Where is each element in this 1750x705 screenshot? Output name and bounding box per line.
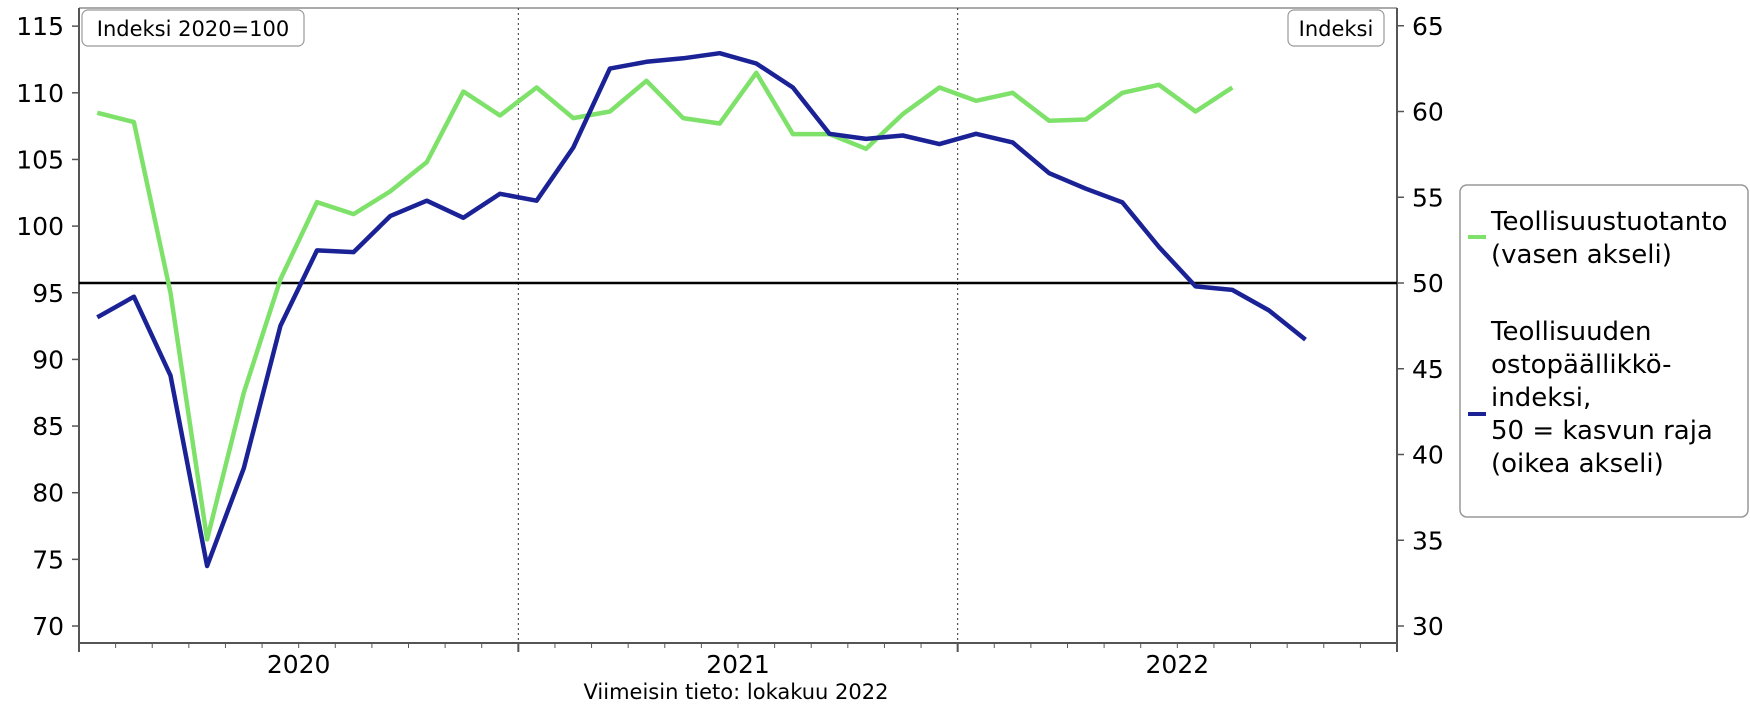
left-axis-label: Indeksi 2020=100 — [97, 17, 290, 41]
legend-line: (oikea akseli) — [1491, 449, 1664, 479]
right-tick-label: 35 — [1412, 526, 1444, 555]
right-tick-label: 60 — [1412, 98, 1444, 127]
legend: Teollisuustuotanto (vasen akseli) Teolli… — [1459, 184, 1749, 518]
right-tick-label: 55 — [1412, 183, 1444, 212]
left-tick-label: 105 — [16, 145, 64, 174]
series-line-pmi — [96, 50, 1307, 569]
right-axis-label-box: Indeksi — [1287, 9, 1385, 47]
x-axis-ticks: 2020 2021 2022 — [78, 643, 1398, 679]
x-tick-label: 2020 — [267, 650, 331, 679]
year-dividers — [517, 8, 959, 643]
series-line-industrial-production — [96, 70, 1234, 542]
legend-label-industrial-production: Teollisuustuotanto (vasen akseli) — [1490, 207, 1736, 270]
legend-box — [1459, 184, 1749, 518]
left-tick-label: 100 — [16, 212, 64, 241]
legend-line: 50 = kasvun raja — [1491, 416, 1713, 446]
x-tick-label: 2021 — [706, 650, 770, 679]
left-tick-label: 85 — [32, 412, 64, 441]
right-tick-label: 45 — [1412, 355, 1444, 384]
left-tick-label: 75 — [32, 545, 64, 574]
legend-line: Teollisuustuotanto — [1490, 207, 1727, 237]
right-axis-ticks: 30 35 40 45 50 55 60 65 — [1397, 12, 1444, 641]
left-tick-label: 115 — [16, 12, 64, 41]
right-axis-label: Indeksi — [1299, 17, 1374, 41]
right-tick-label: 65 — [1412, 12, 1444, 41]
right-tick-label: 50 — [1412, 269, 1444, 298]
latest-data-note: Viimeisin tieto: lokakuu 2022 — [584, 680, 889, 704]
legend-line: indeksi, — [1491, 383, 1591, 413]
left-tick-label: 70 — [32, 612, 64, 641]
right-tick-label: 40 — [1412, 441, 1444, 470]
left-tick-label: 90 — [32, 345, 64, 374]
left-axis-label-box: Indeksi 2020=100 — [81, 9, 305, 47]
legend-line: Teollisuuden — [1490, 317, 1652, 347]
series-lines — [96, 50, 1307, 569]
left-tick-label: 110 — [16, 79, 64, 108]
legend-line: (vasen akseli) — [1491, 240, 1672, 270]
legend-line: ostopäällikkö- — [1491, 350, 1672, 380]
left-tick-label: 80 — [32, 479, 64, 508]
left-tick-label: 95 — [32, 279, 64, 308]
left-axis-ticks: 70 75 80 85 90 95 100 105 110 115 — [16, 12, 79, 641]
right-tick-label: 30 — [1412, 612, 1444, 641]
legend-label-pmi: Teollisuuden ostopäällikkö- indeksi, 50 … — [1490, 317, 1721, 479]
x-tick-label: 2022 — [1146, 650, 1210, 679]
